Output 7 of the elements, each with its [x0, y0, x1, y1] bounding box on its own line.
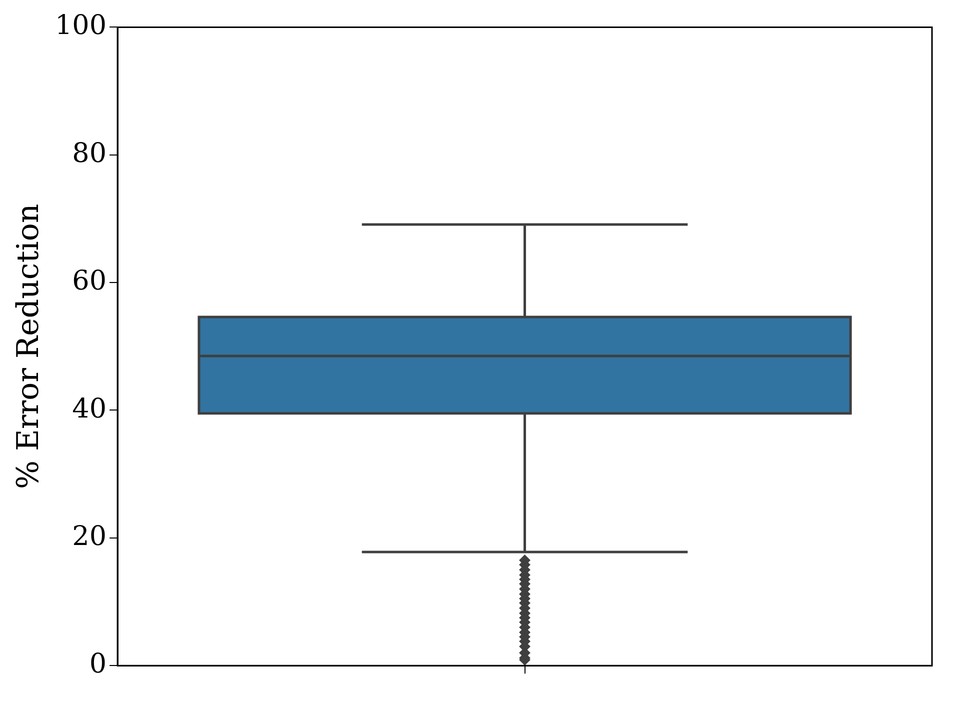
y-tick-label: 20 — [72, 520, 107, 552]
y-axis-title: % Error Reduction — [10, 204, 46, 490]
y-tick-label: 40 — [72, 393, 107, 424]
y-tick-label: 100 — [54, 10, 107, 42]
y-tick-label: 80 — [72, 138, 107, 169]
y-tick-label: 60 — [72, 266, 107, 297]
y-tick-label: 0 — [89, 648, 107, 680]
